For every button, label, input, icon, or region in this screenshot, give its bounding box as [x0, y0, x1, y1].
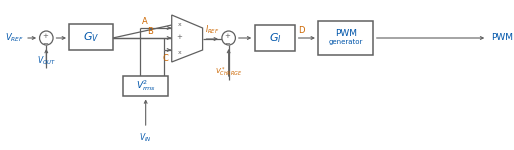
Text: D: D	[298, 26, 305, 35]
Text: $-$: $-$	[224, 39, 231, 45]
Text: C: C	[162, 54, 168, 63]
Text: +: +	[176, 34, 182, 40]
Text: $V_{rms}^2$: $V_{rms}^2$	[136, 79, 156, 93]
Text: generator: generator	[328, 39, 363, 45]
Text: $V_{OUT}$: $V_{OUT}$	[37, 54, 56, 67]
Circle shape	[40, 31, 53, 45]
Text: PWM: PWM	[491, 33, 513, 42]
Circle shape	[222, 31, 235, 45]
Text: +: +	[225, 33, 231, 39]
Text: PWM: PWM	[335, 30, 357, 39]
Bar	[318, 21, 373, 55]
Text: $G_V$: $G_V$	[83, 30, 99, 44]
Text: $G_I$: $G_I$	[269, 31, 281, 45]
Text: +: +	[43, 33, 48, 39]
Text: A: A	[142, 17, 148, 26]
Text: B: B	[148, 27, 154, 36]
Text: $V_{IN}$: $V_{IN}$	[139, 131, 152, 144]
Text: x: x	[177, 51, 181, 56]
Bar	[123, 76, 168, 96]
Text: $-$: $-$	[42, 39, 49, 45]
Polygon shape	[172, 15, 203, 62]
Text: $I_{REF}$: $I_{REF}$	[205, 24, 219, 36]
Bar	[255, 25, 295, 51]
Text: x: x	[177, 22, 181, 27]
Text: $V_{REF}$: $V_{REF}$	[5, 31, 24, 44]
Text: $V_{CHARGE}^*$: $V_{CHARGE}^*$	[215, 66, 243, 79]
Bar	[69, 24, 113, 50]
